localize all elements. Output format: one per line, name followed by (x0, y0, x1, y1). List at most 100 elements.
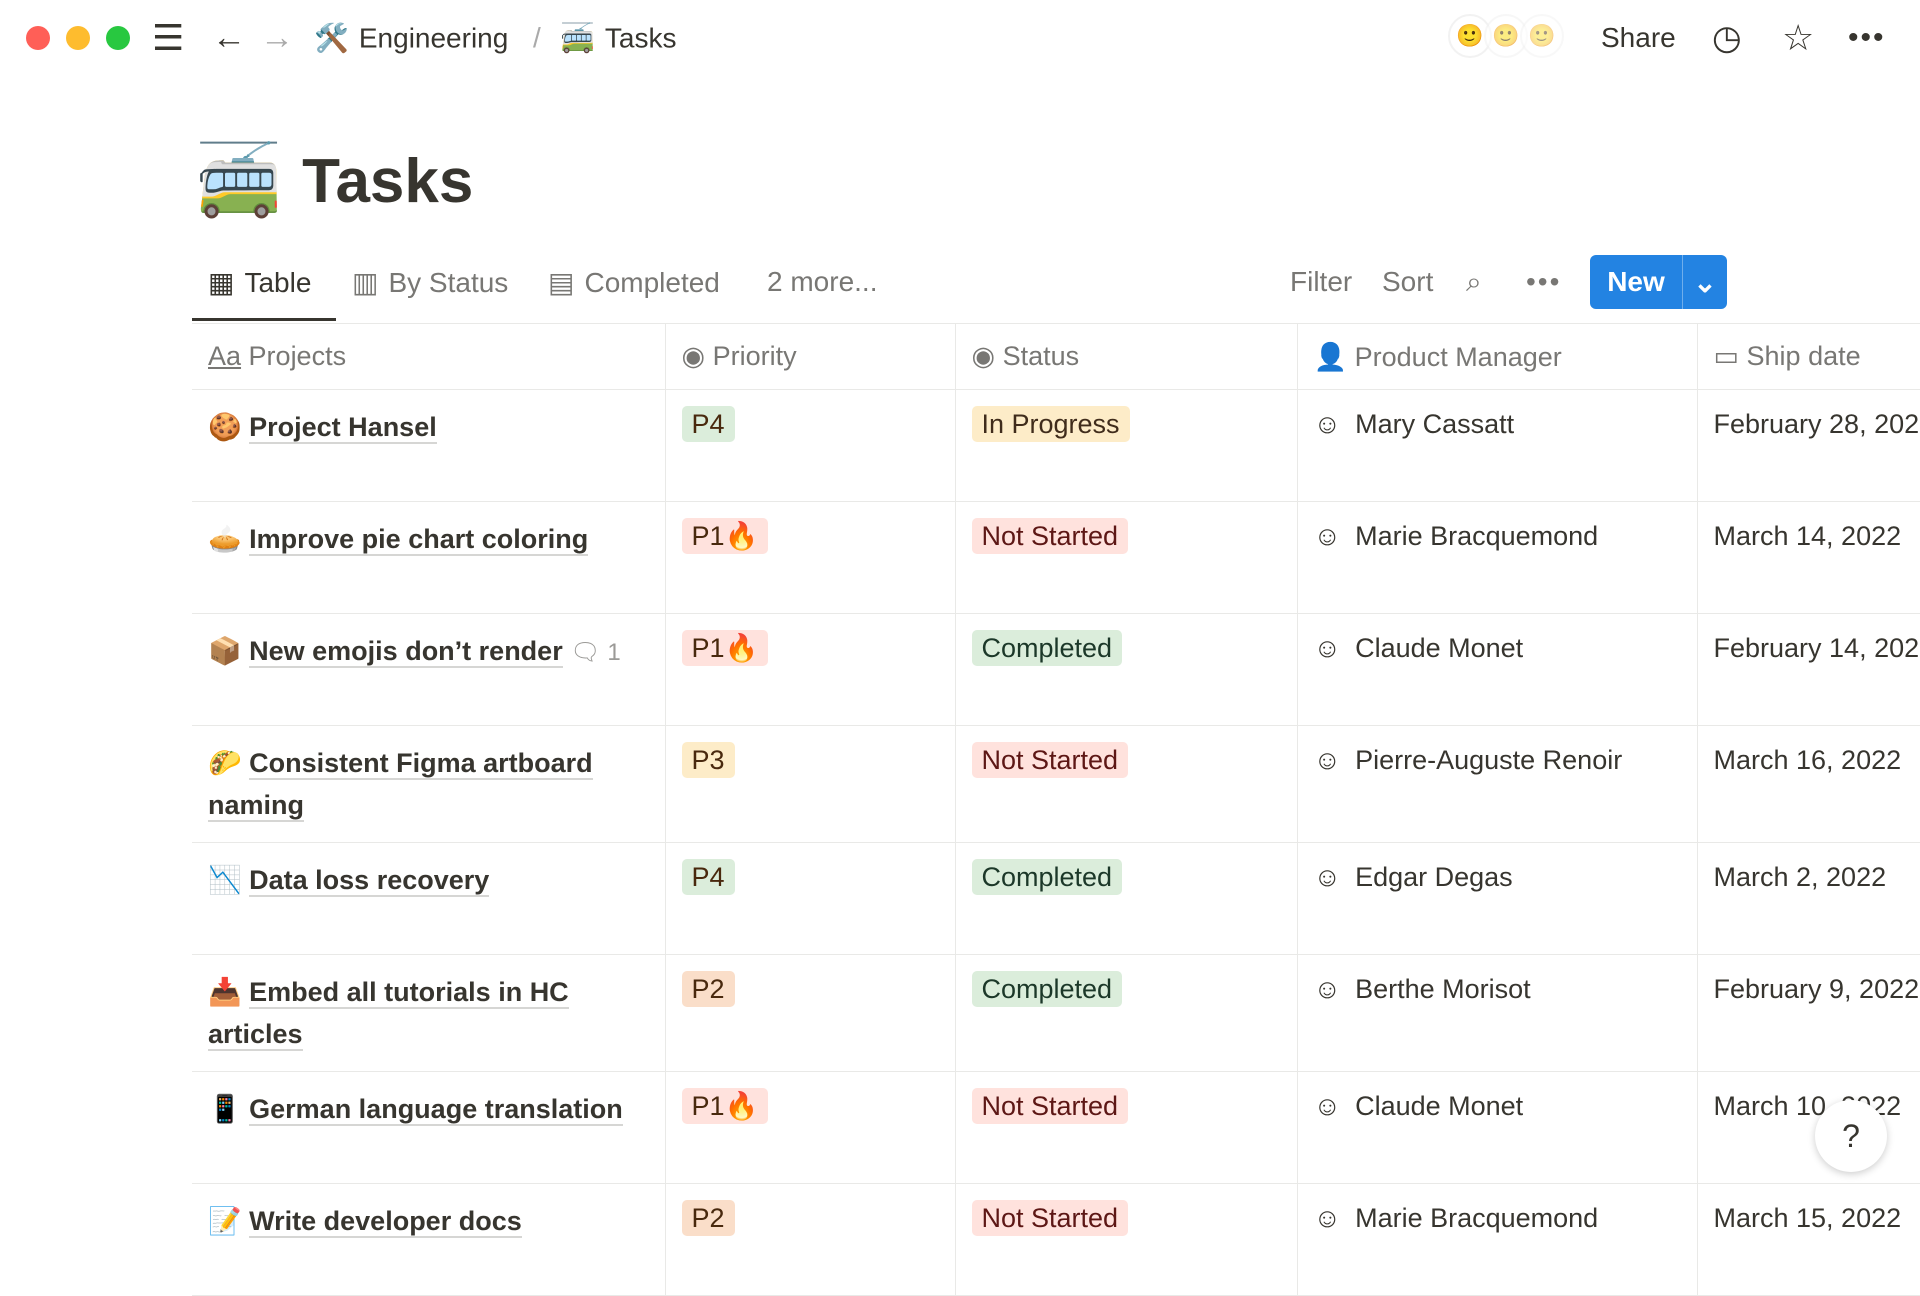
project-name[interactable]: Improve pie chart coloring (249, 524, 588, 556)
product-manager-cell[interactable]: ☺Marie Bracquemond (1297, 1184, 1697, 1296)
project-cell[interactable]: 🍪 Project Hansel (192, 390, 665, 502)
help-button[interactable]: ? (1815, 1100, 1887, 1172)
search-icon[interactable]: ⌕ (1466, 266, 1482, 299)
menu-icon[interactable]: ☰ (152, 17, 184, 59)
product-manager-cell[interactable]: ☺Berthe Morisot (1297, 955, 1697, 1072)
status-cell[interactable]: In Progress (955, 390, 1297, 502)
product-manager-cell[interactable]: ☺Edgar Degas (1297, 843, 1697, 955)
priority-cell[interactable]: P4 (665, 390, 955, 502)
project-cell[interactable]: 📱 German language translation (192, 1072, 665, 1184)
history-icon[interactable]: ◷ (1712, 18, 1742, 58)
status-cell[interactable]: Completed (955, 614, 1297, 726)
close-window-button[interactable] (26, 26, 50, 50)
back-icon[interactable]: ← (212, 19, 246, 58)
project-name[interactable]: German language translation (249, 1094, 623, 1126)
ship-date-cell[interactable]: February 9, 2022 (1697, 955, 1920, 1072)
ship-date-cell[interactable]: March 2, 2022 (1697, 843, 1920, 955)
project-cell[interactable]: 🥧 Improve pie chart coloring (192, 502, 665, 614)
table-row[interactable]: 📱 German language translation P1🔥 Not St… (192, 1072, 1920, 1184)
product-manager-cell[interactable]: ☺Claude Monet (1297, 1072, 1697, 1184)
board-icon: ▥ (352, 266, 378, 299)
column-header-priority[interactable]: ◉ Priority (665, 324, 955, 390)
project-name[interactable]: Project Hansel (249, 412, 437, 444)
new-button-label[interactable]: New (1590, 255, 1683, 309)
share-button[interactable]: Share (1601, 22, 1676, 54)
tab-completed[interactable]: ▤Completed (548, 266, 720, 299)
project-cell[interactable]: 📥 Embed all tutorials in HC articles (192, 955, 665, 1072)
product-manager-name: Edgar Degas (1355, 859, 1513, 895)
status-cell[interactable]: Not Started (955, 726, 1297, 843)
more-icon[interactable]: ••• (1848, 21, 1886, 55)
breadcrumb-tasks[interactable]: 🚎Tasks (560, 22, 676, 55)
priority-cell[interactable]: P1🔥 (665, 614, 955, 726)
comment-icon[interactable]: 🗨 1 (570, 639, 621, 666)
ship-date-cell[interactable]: March 16, 2022 (1697, 726, 1920, 843)
project-name[interactable]: Write developer docs (249, 1206, 522, 1238)
table-row[interactable]: 🌮 Consistent Figma artboard naming P3 No… (192, 726, 1920, 843)
person-avatar-icon: ☺ (1314, 630, 1342, 666)
breadcrumb-engineering[interactable]: 🛠️Engineering (314, 22, 508, 55)
table-row[interactable]: 🍪 Project Hansel P4 In Progress ☺Mary Ca… (192, 390, 1920, 502)
column-header-product-manager[interactable]: 👤 Product Manager (1297, 324, 1697, 390)
project-cell[interactable]: 📝 Write developer docs (192, 1184, 665, 1296)
star-icon[interactable]: ☆ (1782, 17, 1814, 59)
product-manager-cell[interactable]: ☺Mary Cassatt (1297, 390, 1697, 502)
project-name[interactable]: Data loss recovery (249, 865, 489, 897)
priority-cell[interactable]: P3 (665, 726, 955, 843)
minimize-window-button[interactable] (66, 26, 90, 50)
ship-date: March 14, 2022 (1714, 518, 1920, 554)
status-cell[interactable]: Not Started (955, 502, 1297, 614)
table-row[interactable]: 🥧 Improve pie chart coloring P1🔥 Not Sta… (192, 502, 1920, 614)
sort-button[interactable]: Sort (1382, 266, 1433, 298)
ship-date-cell[interactable]: March 15, 2022 (1697, 1184, 1920, 1296)
project-icon: 🍪 (208, 412, 242, 442)
person-avatar-icon: ☺ (1314, 406, 1342, 442)
priority-cell[interactable]: P1🔥 (665, 1072, 955, 1184)
avatar[interactable]: 🙂 (1520, 14, 1564, 58)
product-manager-cell[interactable]: ☺Marie Bracquemond (1297, 502, 1697, 614)
chevron-down-icon[interactable]: ⌄ (1683, 255, 1727, 309)
product-manager-name: Berthe Morisot (1355, 971, 1531, 1007)
ship-date-cell[interactable]: February 28, 2022 (1697, 390, 1920, 502)
column-header-ship-date[interactable]: ▭ Ship date (1697, 324, 1920, 390)
project-cell[interactable]: 📉 Data loss recovery (192, 843, 665, 955)
status-cell[interactable]: Not Started (955, 1184, 1297, 1296)
table-row[interactable]: 📦 New emojis don’t render 🗨 1 P1🔥 Comple… (192, 614, 1920, 726)
ship-date-cell[interactable]: March 10, 2022 (1697, 1072, 1920, 1184)
product-manager-cell[interactable]: ☺Pierre-Auguste Renoir (1297, 726, 1697, 843)
tab-table[interactable]: ▦Table (208, 266, 311, 299)
priority-cell[interactable]: P4 (665, 843, 955, 955)
column-header-status[interactable]: ◉ Status (955, 324, 1297, 390)
priority-cell[interactable]: P2 (665, 955, 955, 1072)
more-views-button[interactable]: 2 more... (767, 266, 877, 298)
column-header-projects[interactable]: Aa Projects (192, 324, 665, 390)
project-cell[interactable]: 🌮 Consistent Figma artboard naming (192, 726, 665, 843)
forward-icon[interactable]: → (260, 19, 294, 58)
project-name[interactable]: Consistent Figma artboard naming (208, 748, 593, 822)
maximize-window-button[interactable] (106, 26, 130, 50)
filter-button[interactable]: Filter (1290, 266, 1352, 298)
page-title-text[interactable]: Tasks (302, 146, 473, 217)
table-row[interactable]: 📉 Data loss recovery P4 Completed ☺Edgar… (192, 843, 1920, 955)
person-property-icon: 👤 (1314, 342, 1348, 372)
page-title: 🚎 Tasks (195, 140, 473, 222)
ship-date-cell[interactable]: March 14, 2022 (1697, 502, 1920, 614)
more-options-icon[interactable]: ••• (1526, 266, 1561, 298)
status-cell[interactable]: Completed (955, 843, 1297, 955)
priority-cell[interactable]: P1🔥 (665, 502, 955, 614)
status-cell[interactable]: Completed (955, 955, 1297, 1072)
ship-date: February 14, 2022 (1714, 630, 1920, 666)
project-name[interactable]: New emojis don’t render (249, 636, 563, 668)
project-name[interactable]: Embed all tutorials in HC articles (208, 977, 569, 1051)
product-manager-cell[interactable]: ☺Claude Monet (1297, 614, 1697, 726)
ship-date-cell[interactable]: February 14, 2022 (1697, 614, 1920, 726)
table-row[interactable]: 📝 Write developer docs P2 Not Started ☺M… (192, 1184, 1920, 1296)
person-avatar-icon: ☺ (1314, 742, 1342, 778)
project-icon: 📥 (208, 977, 242, 1007)
tab-by-status[interactable]: ▥By Status (352, 266, 508, 299)
project-cell[interactable]: 📦 New emojis don’t render 🗨 1 (192, 614, 665, 726)
priority-cell[interactable]: P2 (665, 1184, 955, 1296)
table-row[interactable]: 📥 Embed all tutorials in HC articles P2 … (192, 955, 1920, 1072)
status-cell[interactable]: Not Started (955, 1072, 1297, 1184)
new-button[interactable]: New⌄ (1590, 255, 1727, 309)
